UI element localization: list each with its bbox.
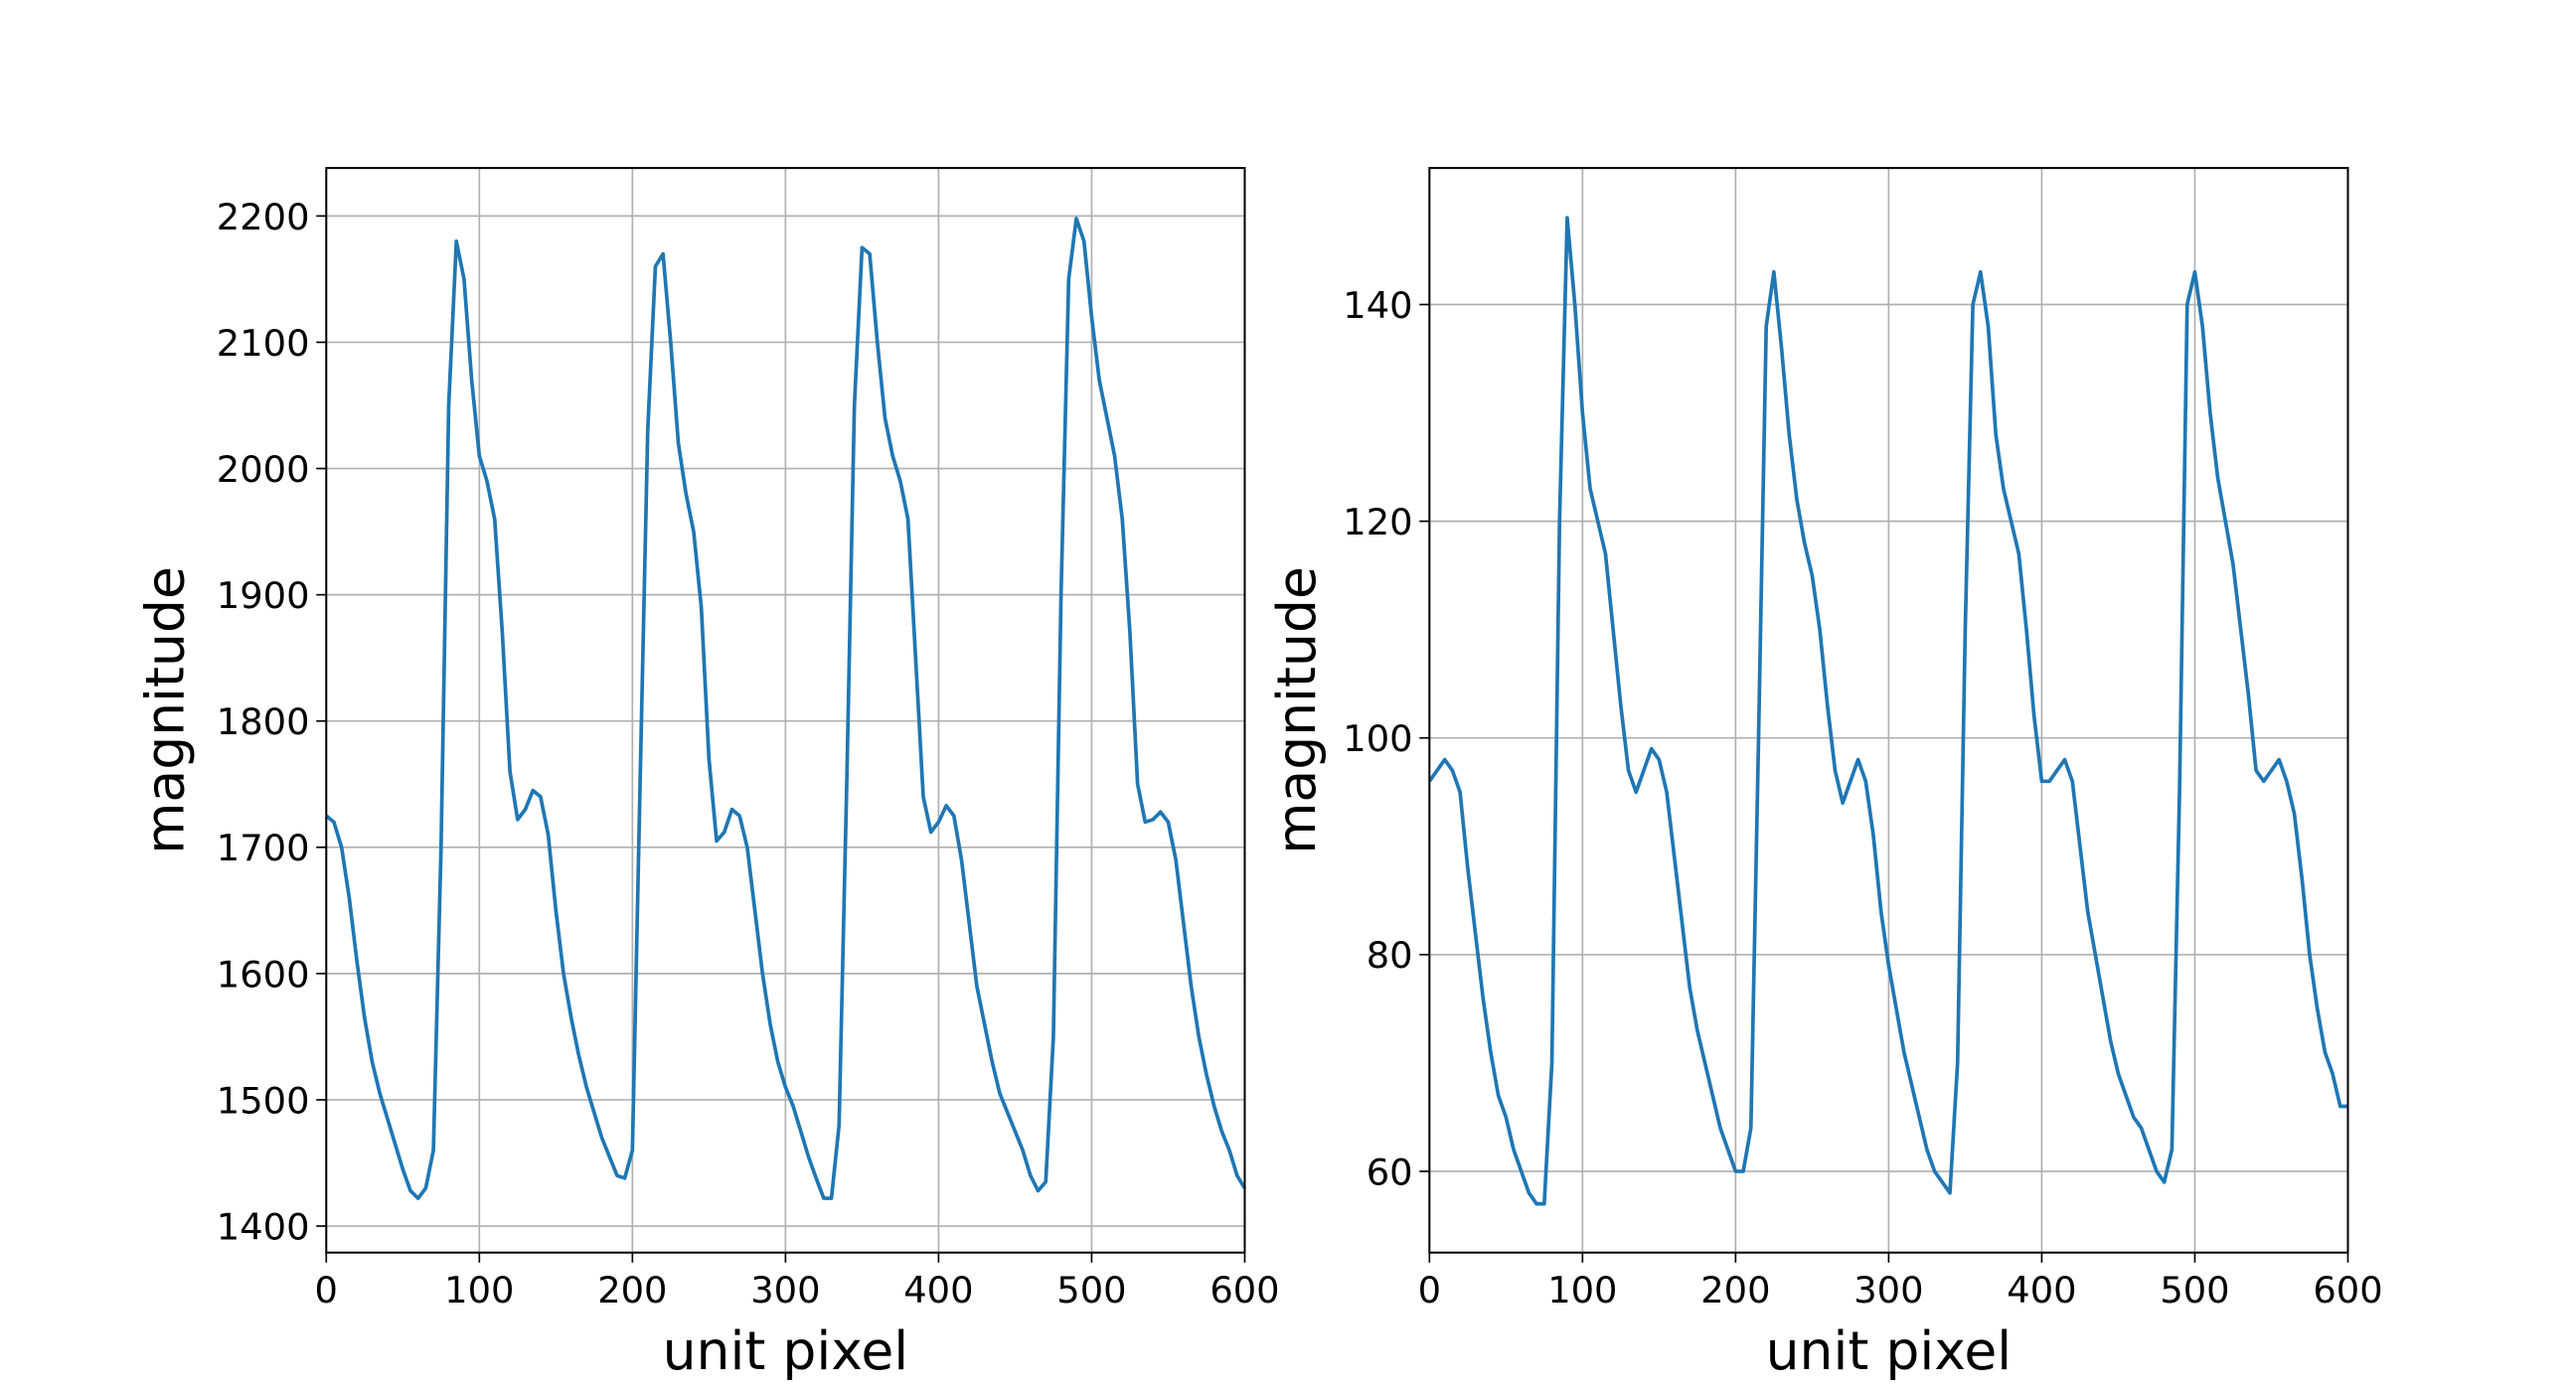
x-tick-label: 100: [444, 1269, 514, 1312]
y-tick-label: 1800: [217, 700, 310, 743]
y-tick-label: 60: [1367, 1151, 1413, 1193]
subplot: 0 100 200 300 400 500 600 60 80 100 120 140 unit pix…: [1265, 167, 2383, 1382]
x-tick-label: 100: [1547, 1269, 1617, 1312]
axes-frame: [325, 167, 1246, 1254]
y-tick-label: 2200: [217, 196, 310, 238]
y-tick-label: 1700: [217, 827, 310, 869]
y-tick-label: 120: [1343, 501, 1412, 543]
x-tick-label: 400: [2007, 1269, 2076, 1312]
x-tick-label: 300: [750, 1269, 820, 1312]
data-line: [325, 217, 1247, 1200]
x-tick-label: 300: [1853, 1269, 1923, 1312]
y-tick-label: 1500: [217, 1079, 310, 1122]
axes-frame: [1428, 167, 2349, 1254]
x-tick-label: 200: [1700, 1269, 1770, 1312]
y-tick-label: 100: [1343, 717, 1412, 760]
y-tick-label: 1400: [217, 1205, 310, 1248]
x-tick-label: 600: [2313, 1269, 2382, 1312]
data-line: [1427, 216, 2348, 1206]
y-tick-label: 1900: [217, 574, 310, 617]
x-tick-label: 600: [1209, 1269, 1279, 1312]
x-tick-label: 200: [597, 1269, 667, 1312]
y-tick-label: 2100: [217, 322, 310, 365]
x-tick-label: 500: [2160, 1269, 2229, 1312]
x-tick-label: 0: [315, 1269, 338, 1312]
subplot: 0 100 200 300 400 500 600 1400 1500 1600 1700 1800 1…: [133, 167, 1280, 1382]
y-tick-label: 140: [1343, 284, 1412, 327]
y-tick-label: 1600: [217, 953, 310, 996]
x-tick-label: 0: [1418, 1269, 1441, 1312]
x-tick-label: 500: [1056, 1269, 1126, 1312]
y-axis-label: magnitude: [1265, 566, 1328, 854]
x-axis-label: unit pixel: [1766, 1319, 2012, 1382]
x-axis-label: unit pixel: [663, 1319, 909, 1382]
y-axis-label: magnitude: [133, 566, 196, 854]
y-tick-label: 80: [1367, 934, 1413, 977]
y-tick-label: 2000: [217, 448, 310, 491]
x-tick-label: 400: [903, 1269, 973, 1312]
